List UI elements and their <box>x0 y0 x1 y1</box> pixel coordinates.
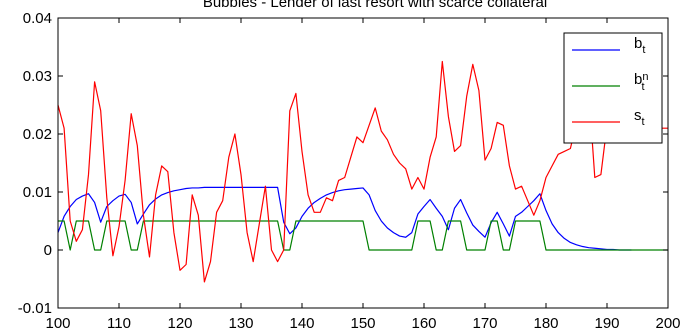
y-tick-label: 0.02 <box>23 126 52 143</box>
series-line-1 <box>58 220 668 251</box>
chart-title: Bubbles - Lender of last resort with sca… <box>203 0 547 11</box>
y-tick-label: 0.04 <box>23 10 52 27</box>
series-line-0 <box>57 186 632 251</box>
series-layer <box>57 60 668 283</box>
x-tick-label: 180 <box>533 315 558 332</box>
y-tick-label: -0.01 <box>18 300 52 317</box>
x-tick-label: 150 <box>350 315 375 332</box>
y-tick-label: 0 <box>44 242 52 259</box>
legend-label-1: bn t <box>634 71 648 93</box>
x-axis: 100 110 120 130 140 150 160 170 180 190 200 <box>45 18 680 332</box>
legend-label-2: st <box>634 107 645 128</box>
x-tick-label: 110 <box>107 315 131 332</box>
x-tick-label: 100 <box>45 315 70 332</box>
x-tick-label: 140 <box>289 315 314 332</box>
y-tick-label: 0.03 <box>23 68 52 85</box>
x-tick-label: 170 <box>472 315 497 332</box>
x-tick-label: 200 <box>655 315 680 332</box>
x-tick-label: 130 <box>228 315 253 332</box>
x-tick-label: 120 <box>167 315 192 332</box>
legend-label-0: bt <box>634 35 645 56</box>
x-tick-label: 160 <box>411 315 436 332</box>
y-tick-label: 0.01 <box>23 184 52 201</box>
legend: bt bn t st <box>563 32 663 144</box>
series-line-2 <box>57 60 668 283</box>
x-tick-label: 190 <box>594 315 619 332</box>
y-axis: -0.01 0 0.01 0.02 0.03 0.04 <box>18 10 668 317</box>
